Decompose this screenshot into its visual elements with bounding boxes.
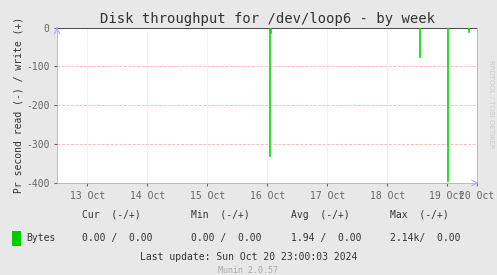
Text: Last update: Sun Oct 20 23:00:03 2024: Last update: Sun Oct 20 23:00:03 2024 [140,252,357,262]
Text: 2.14k/  0.00: 2.14k/ 0.00 [390,233,461,243]
Title: Disk throughput for /dev/loop6 - by week: Disk throughput for /dev/loop6 - by week [99,12,435,26]
Y-axis label: Pr second read (-) / write (+): Pr second read (-) / write (+) [13,17,23,193]
Text: Bytes: Bytes [26,233,55,243]
Text: RRDTOOL / TOBI OETIKER: RRDTOOL / TOBI OETIKER [488,60,494,149]
Text: Min  (-/+): Min (-/+) [191,210,250,219]
Text: Cur  (-/+): Cur (-/+) [82,210,141,219]
Text: 1.94 /  0.00: 1.94 / 0.00 [291,233,361,243]
Text: 0.00 /  0.00: 0.00 / 0.00 [82,233,153,243]
Text: Munin 2.0.57: Munin 2.0.57 [219,266,278,274]
Text: Avg  (-/+): Avg (-/+) [291,210,349,219]
Text: Max  (-/+): Max (-/+) [390,210,449,219]
Text: 0.00 /  0.00: 0.00 / 0.00 [191,233,262,243]
